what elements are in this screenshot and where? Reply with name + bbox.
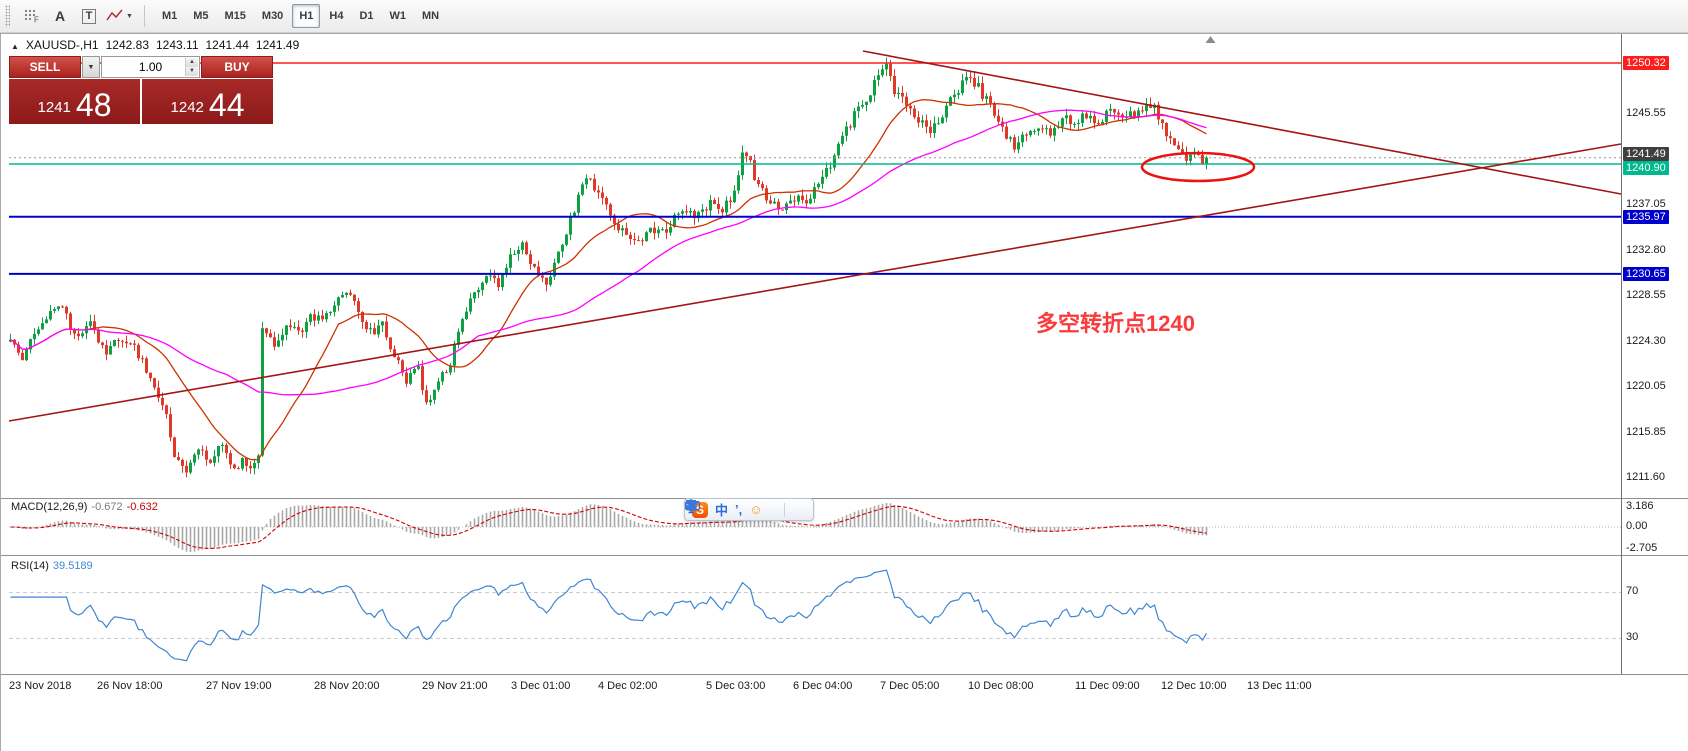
rsi-scale-low: 30 (1626, 631, 1639, 643)
price-badge: 1235.97 (1623, 209, 1669, 224)
price-scale-label: 1211.60 (1626, 471, 1665, 484)
price-badge: 1230.65 (1623, 266, 1669, 281)
volume-dropdown-button[interactable]: ▼ (82, 56, 100, 78)
buy-price-pips: 44 (208, 87, 245, 123)
price-scale-label: 1215.85 (1626, 425, 1666, 438)
sell-price-pips: 48 (75, 87, 112, 123)
ohlc-open: 1242.83 (105, 38, 149, 52)
chart-annotation: 多空转折点1240 (1036, 311, 1195, 336)
timeframe-group: M1 M5 M15 M30 H1 H4 D1 W1 MN (155, 4, 446, 28)
ohlc-high: 1243.11 (156, 38, 199, 52)
buy-button[interactable]: BUY (201, 56, 273, 78)
volume-decrease-button[interactable]: ▼ (186, 67, 198, 76)
timeframe-button-d1[interactable]: D1 (359, 10, 374, 22)
time-label: 7 Dec 05:00 (880, 680, 940, 692)
timeframe-button-m1[interactable]: M1 (161, 10, 178, 22)
text-t-icon: T (81, 8, 97, 24)
polyline-icon (106, 9, 123, 21)
timeframe-button-m15[interactable]: M15 (224, 10, 246, 22)
sell-button[interactable]: SELL (9, 56, 81, 78)
ohlc-close: 1241.49 (255, 38, 300, 52)
chinese-mode-icon[interactable]: 中 (715, 503, 729, 518)
emoji-icon[interactable]: ☺ (749, 502, 763, 517)
toolbar: F A T ▼ M1 M5 M15 M30 H1 H4 D1 W1 MN (0, 0, 1688, 33)
punctuation-mode-icon[interactable]: ’, (735, 502, 743, 517)
time-label: 12 Dec 10:00 (1161, 680, 1227, 692)
price-scale-label: 1237.05 (1626, 198, 1666, 211)
one-click-trading-panel: SELL ▼ 1.00 ▲ ▼ BUY 1241 48 (9, 56, 273, 124)
label-a-icon: A (54, 8, 66, 24)
sell-price-display[interactable]: 1241 48 (9, 79, 140, 124)
price-scale-label: 1232.80 (1626, 243, 1666, 256)
price-badge: 1240.90 (1623, 160, 1669, 175)
timeframe-button-m30[interactable]: M30 (261, 10, 284, 22)
buy-price-display[interactable]: 1242 44 (142, 79, 273, 124)
symbol-period: XAUUSD-,H1 (25, 38, 99, 52)
time-label: 29 Nov 21:00 (422, 680, 488, 692)
chart-window[interactable]: ▲ XAUUSD-,H1 1242.83 1243.11 1241.44 124… (0, 33, 1688, 751)
macd-scale-zero: 0.00 (1626, 520, 1648, 532)
toolbar-separator (143, 5, 145, 27)
sell-price-main: 1241 (37, 99, 71, 116)
timeframe-button-mn[interactable]: MN (422, 10, 440, 22)
text-tool-button[interactable]: T (76, 4, 102, 28)
price-scale-label: 1224.30 (1626, 334, 1666, 347)
timeframe-button-h4[interactable]: H4 (329, 10, 344, 22)
timeframe-button-h1[interactable]: H1 (292, 4, 321, 28)
draw-line-tool-button[interactable]: ▼ (105, 4, 134, 28)
time-label: 27 Nov 19:00 (206, 680, 272, 692)
ohlc-low: 1241.44 (205, 38, 249, 52)
timeframe-button-m5[interactable]: M5 (193, 10, 209, 22)
rsi-scale-high: 70 (1626, 585, 1639, 597)
price-scale-label: 1228.55 (1626, 289, 1666, 302)
volume-value: 1.00 (138, 60, 163, 74)
pattern-grid-tool-button[interactable]: F (18, 4, 44, 28)
macd-label: MACD(12,26,9) -0.672 -0.632 (11, 501, 158, 513)
price-scale-label: 1245.55 (1626, 107, 1666, 120)
time-label: 28 Nov 20:00 (314, 680, 380, 692)
price-scale[interactable]: 1245.55 1237.05 1232.80 1228.55 1224.30 1220.… (1621, 34, 1688, 675)
chart-title: ▲ XAUUSD-,H1 1242.83 1243.11 1241.44 124… (11, 38, 299, 52)
sogou-logo-icon[interactable]: S (692, 501, 708, 518)
volume-input[interactable]: 1.00 ▲ ▼ (101, 56, 200, 78)
volume-increase-button[interactable]: ▲ (186, 58, 198, 67)
time-axis[interactable]: 23 Nov 2018 26 Nov 18:00 27 Nov 19:00 28 No… (1, 675, 1687, 699)
macd-scale-max: 3.186 (1626, 500, 1654, 512)
pattern-grid-icon: F (24, 9, 39, 25)
ime-separator (783, 502, 785, 517)
buy-price-main: 1242 (170, 99, 204, 116)
price-badge: 1241.49 (1623, 146, 1669, 161)
chart-marker-icon: ▲ (11, 42, 19, 51)
timeframe-button-w1[interactable]: W1 (389, 10, 407, 22)
time-label: 23 Nov 2018 (9, 680, 72, 692)
time-label: 11 Dec 09:00 (1075, 680, 1140, 692)
chevron-down-icon: ▼ (126, 12, 133, 20)
time-label: 3 Dec 01:00 (511, 680, 571, 692)
toolbar-grip[interactable] (5, 5, 10, 27)
ime-toolbar[interactable]: S 中 ’, ☺ (684, 498, 814, 521)
time-label: 13 Dec 11:00 (1247, 680, 1312, 692)
price-badge: 1250.32 (1623, 56, 1669, 70)
rsi-label: RSI(14) 39.5189 (11, 560, 93, 572)
price-scale-label: 1220.05 (1626, 380, 1666, 393)
time-label: 5 Dec 03:00 (706, 680, 766, 692)
chevron-down-icon: ▼ (87, 63, 95, 71)
time-label: 6 Dec 04:00 (793, 680, 853, 692)
svg-text:F: F (34, 16, 39, 25)
chart-canvas[interactable] (1, 34, 1688, 751)
time-label: 4 Dec 02:00 (598, 680, 658, 692)
text-label-tool-button[interactable]: A (47, 4, 73, 28)
time-label: 26 Nov 18:00 (97, 680, 163, 692)
macd-scale-min: -2.705 (1626, 542, 1658, 554)
time-label: 10 Dec 08:00 (968, 680, 1034, 692)
